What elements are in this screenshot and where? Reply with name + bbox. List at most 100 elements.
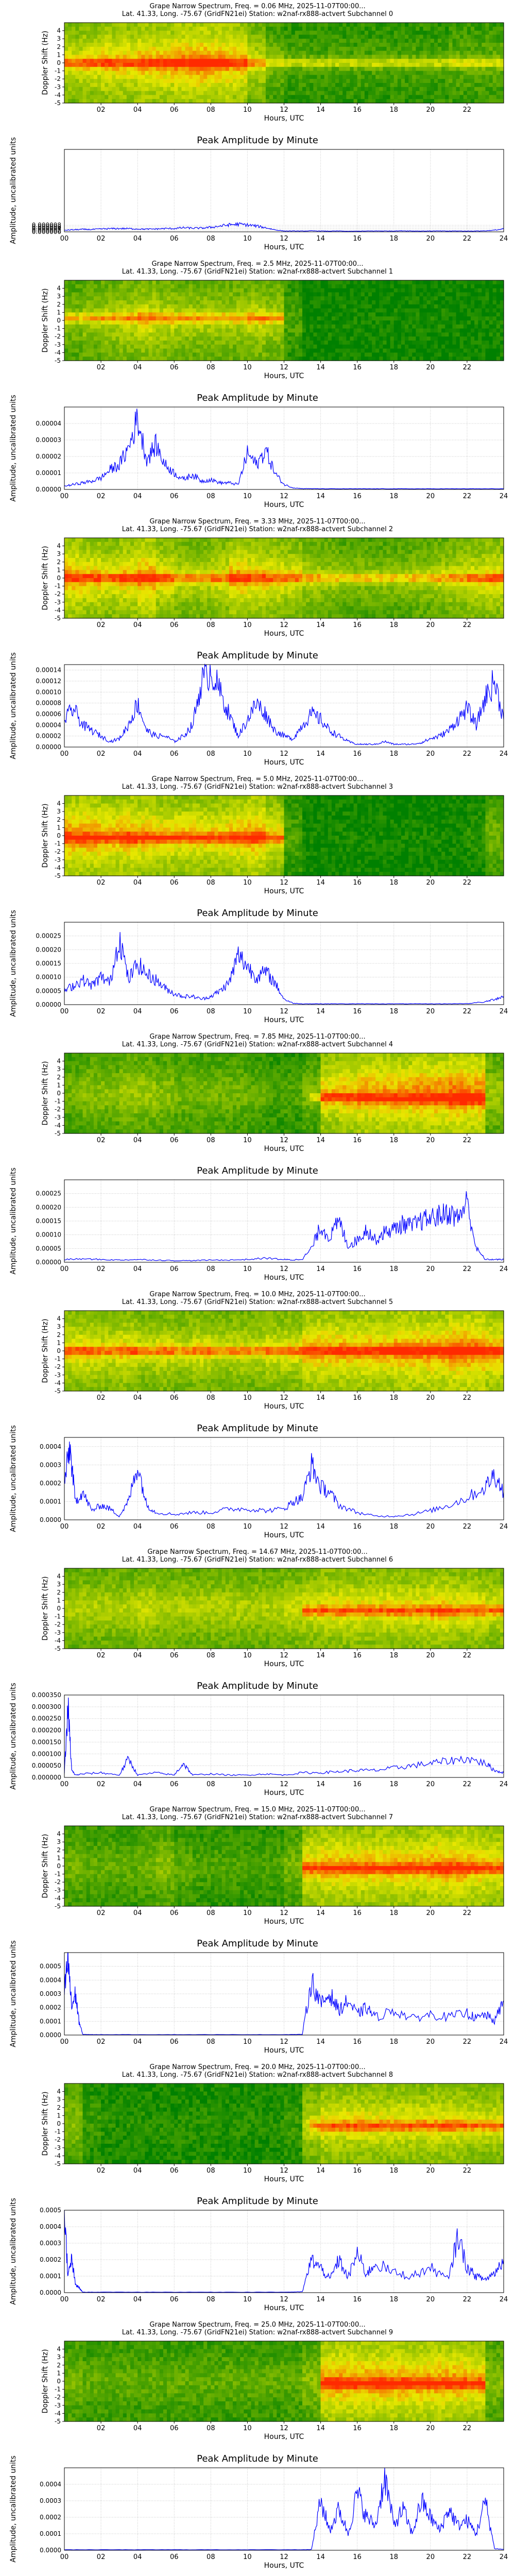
heatmap-cell [82,348,87,353]
heatmap-cell [430,328,435,333]
heatmap-cell [141,46,145,52]
heatmap-cell [310,43,314,47]
heatmap-cell [119,35,124,39]
heatmap-cell [452,95,457,99]
heatmap-cell [273,357,277,361]
heatmap-cell [221,341,226,345]
heatmap-cell [64,336,68,341]
heatmap-cell [313,43,318,47]
heatmap-cell [101,312,105,317]
heatmap-cell [240,320,244,325]
heatmap-cell [430,296,435,301]
heatmap-cell [379,332,384,337]
heatmap-cell [75,312,80,317]
heatmap-cell [90,63,94,67]
heatmap-cell [331,296,336,301]
heatmap-cell [426,316,431,321]
heatmap-cell [254,91,259,95]
heatmap-cell [269,99,273,104]
heatmap-cell [247,87,252,92]
heatmap-cell [324,35,329,39]
heatmap-cell [148,26,153,31]
heatmap-cell [236,39,241,43]
heatmap-cell [240,336,244,341]
x-tick-label: 20 [426,493,435,500]
heatmap-cell [383,46,387,52]
heatmap-cell [412,308,416,313]
heatmap-cell [218,336,222,341]
heatmap-cell [280,43,285,47]
heatmap-cell [375,336,380,341]
heatmap-cell [331,336,336,341]
heatmap-cell [251,79,255,83]
heatmap-cell [441,292,445,297]
heatmap-cell [310,83,314,88]
x-tick-label: 24 [500,493,508,500]
heatmap-cell [386,316,391,321]
heatmap-cell [188,43,193,47]
heatmap-cell [258,30,263,35]
heatmap-cell [108,87,113,92]
heatmap-cell [273,66,277,72]
heatmap-cell [232,344,237,349]
heatmap-cell [280,30,285,35]
heatmap-cell [426,348,431,353]
heatmap-cell [386,99,391,104]
heatmap-cell [152,50,157,55]
heatmap-cell [251,91,255,95]
heatmap-cell [101,79,105,83]
heatmap-cell [364,55,369,59]
heatmap-cell [90,288,94,293]
heatmap-cell [452,59,457,63]
heatmap-cell [324,59,329,63]
heatmap-cell [489,50,493,55]
heatmap-cell [405,357,409,361]
heatmap-cell [492,55,497,59]
heatmap-cell [383,357,387,361]
heatmap-cell [159,99,164,104]
heatmap-cell [449,312,453,317]
heatmap-cell [375,324,380,329]
heatmap-cell [463,35,468,39]
heatmap-cell [196,308,200,313]
heatmap-cell [452,300,457,305]
heatmap-cell [93,324,98,329]
heatmap-cell [82,336,87,341]
heatmap-cell [108,352,113,357]
heatmap-cell [375,288,380,293]
heatmap-cell [434,312,438,317]
heatmap-cell [247,312,252,317]
heatmap-cell [101,328,105,333]
heatmap-cell [236,59,241,63]
heatmap-cell [130,288,134,293]
heatmap-cell [390,352,394,357]
heatmap-cell [181,59,186,63]
heatmap-cell [317,46,321,52]
heatmap-cell [287,87,292,92]
heatmap-cell [262,55,266,59]
heatmap-cell [463,280,468,285]
heatmap-cell [277,55,281,59]
heatmap-cell [82,357,87,361]
heatmap-cell [459,26,464,31]
heatmap-cell [412,312,416,317]
heatmap-cell [130,43,134,47]
heatmap-cell [211,55,215,59]
heatmap-cell [401,46,405,52]
heatmap-cell [306,344,310,349]
heatmap-cell [214,336,219,341]
heatmap-cell [379,292,384,297]
heatmap-cell [79,336,83,341]
heatmap-cell [449,59,453,63]
heatmap-cell [200,296,204,301]
heatmap-cell [138,348,142,353]
heatmap-cell [492,95,497,99]
heatmap-cell [368,59,372,63]
heatmap-cell [126,312,131,317]
heatmap-cell [320,280,325,285]
heatmap-cell [101,23,105,27]
heatmap-cell [170,95,175,99]
heatmap-cell [145,332,149,337]
heatmap-cell [287,304,292,309]
heatmap-cell [445,320,449,325]
